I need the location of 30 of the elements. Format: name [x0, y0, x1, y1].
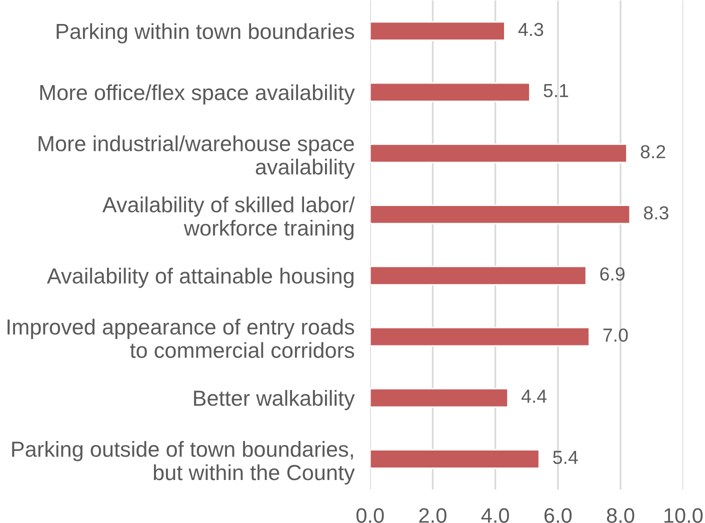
bar	[370, 449, 540, 469]
bar	[370, 326, 590, 347]
y-tick-label: More industrial/warehouse space availability	[38, 135, 355, 179]
x-tick-label: 8.0	[606, 508, 634, 523]
bar	[370, 143, 628, 164]
data-label: 5.4	[553, 450, 578, 464]
y-tick-label: Availability of skilled labor/ workforce training	[102, 196, 355, 240]
data-label: 5.1	[544, 84, 568, 98]
data-label: 8.3	[644, 206, 668, 220]
y-tick-label: Parking outside of town boundaries, but within the County	[12, 441, 355, 485]
data-label: 4.3	[518, 22, 544, 36]
bar	[370, 204, 631, 224]
bar	[370, 266, 587, 286]
data-label: 4.4	[521, 390, 547, 403]
x-tick-label: 4.0	[481, 508, 509, 523]
y-tick-label: Availability of attainable housing	[46, 268, 354, 288]
x-tick-label: 10.0	[664, 508, 703, 523]
bar	[370, 388, 509, 408]
y-tick-label: Parking within town boundaries	[56, 23, 354, 44]
data-label: 8.2	[640, 145, 666, 158]
bar	[370, 21, 506, 41]
y-tick-label: Improved appearance of entry roads to commercial corridors	[8, 318, 354, 358]
data-label: 6.9	[600, 267, 624, 281]
y-tick-label: More office/flex space availability	[40, 84, 355, 105]
x-tick-label: 2.0	[419, 508, 446, 523]
y-tick-label: Better walkability	[194, 390, 355, 410]
x-tick-label: 0.0	[356, 508, 384, 523]
data-label: 7.0	[603, 328, 628, 342]
bar	[370, 82, 530, 102]
x-tick-label: 6.0	[544, 508, 572, 523]
